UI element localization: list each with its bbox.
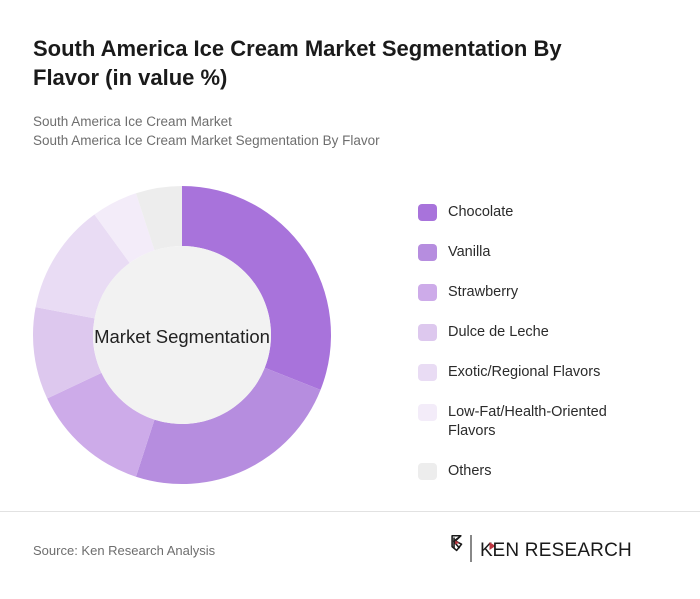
svg-text:EN RESEARCH: EN RESEARCH: [493, 540, 632, 561]
